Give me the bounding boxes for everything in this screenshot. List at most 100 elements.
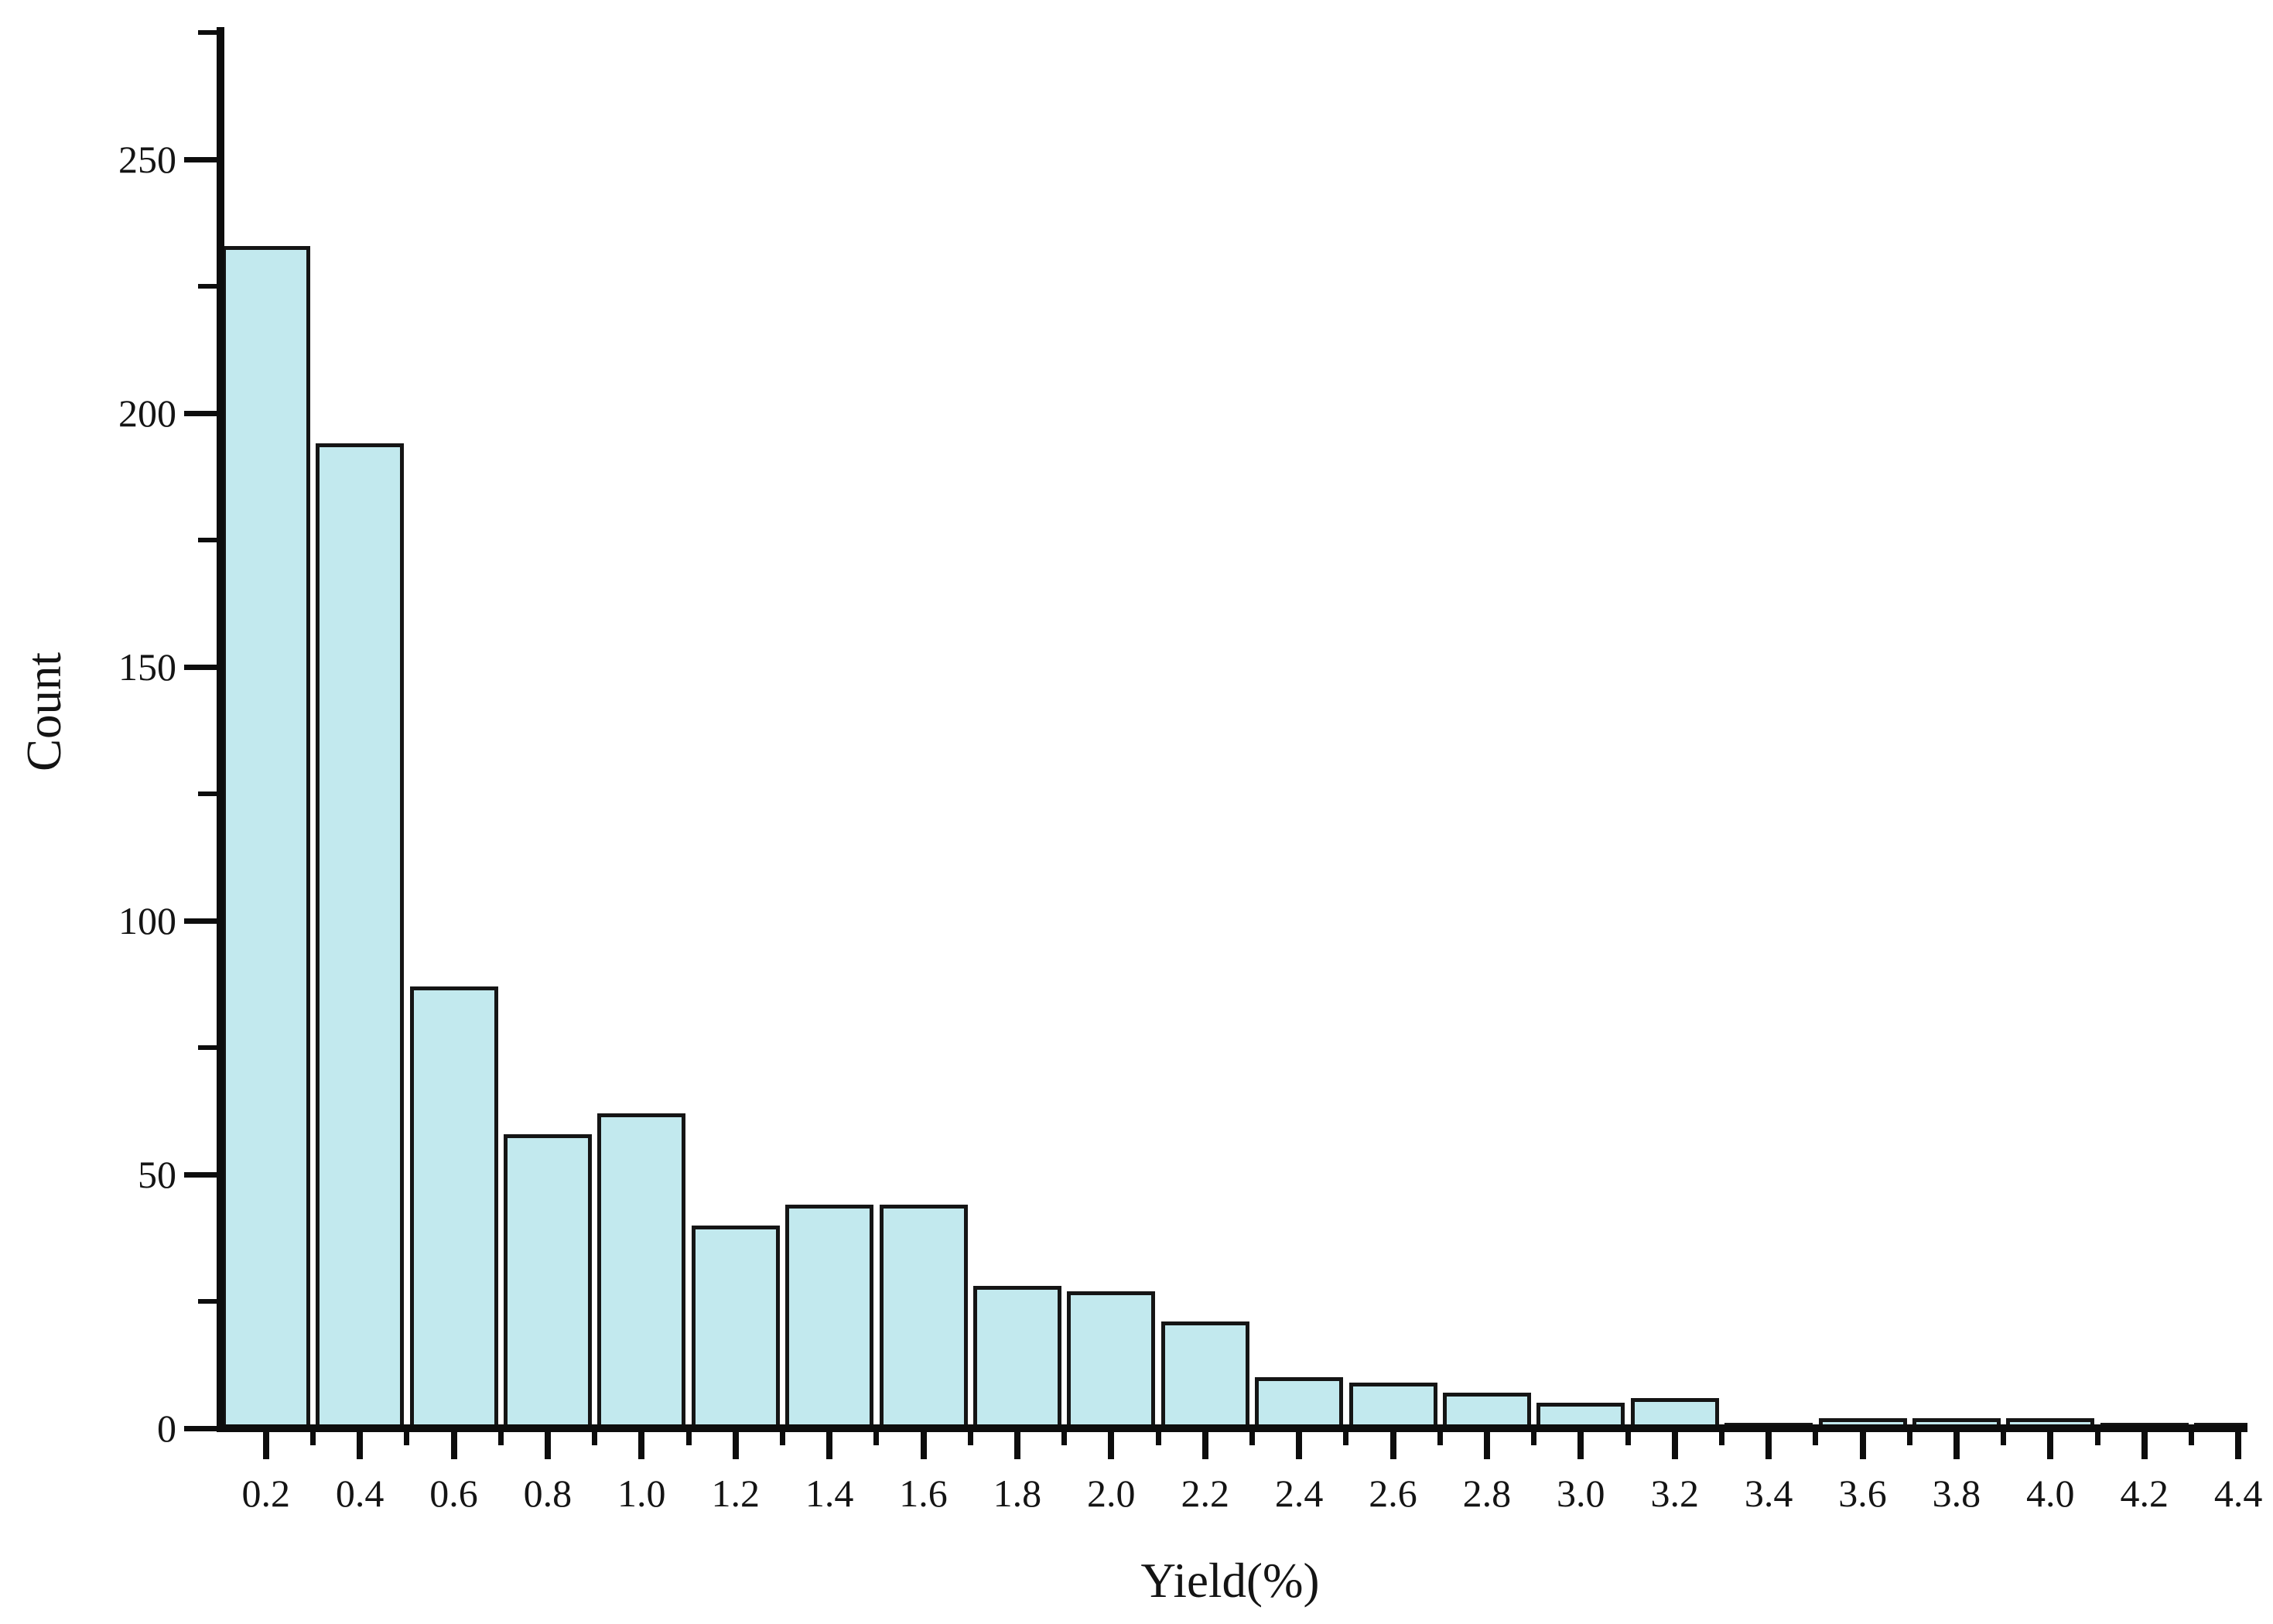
x-minor-tick bbox=[1343, 1428, 1349, 1445]
y-major-tick bbox=[184, 410, 217, 416]
y-tick-label: 250 bbox=[118, 138, 176, 181]
x-minor-tick bbox=[1813, 1428, 1819, 1445]
x-major-tick bbox=[2235, 1428, 2242, 1459]
x-major-tick bbox=[2047, 1428, 2054, 1459]
x-major-tick bbox=[1953, 1428, 1960, 1459]
y-minor-tick bbox=[198, 30, 217, 35]
y-tick-label: 50 bbox=[138, 1153, 176, 1196]
x-minor-tick bbox=[592, 1428, 598, 1445]
y-major-tick bbox=[184, 664, 217, 670]
x-tick-label: 1.4 bbox=[805, 1472, 854, 1515]
x-tick-label: 0.6 bbox=[429, 1472, 478, 1515]
x-minor-tick bbox=[2001, 1428, 2007, 1445]
histogram-bar bbox=[316, 443, 405, 1428]
histogram-bar bbox=[1255, 1377, 1344, 1428]
x-tick-label: 4.2 bbox=[2120, 1472, 2169, 1515]
x-minor-tick bbox=[1249, 1428, 1255, 1445]
histogram-bar bbox=[1067, 1291, 1156, 1428]
x-tick-label: 2.6 bbox=[1369, 1472, 1417, 1515]
x-minor-tick bbox=[1718, 1428, 1724, 1445]
x-minor-tick bbox=[1061, 1428, 1068, 1445]
x-axis-line bbox=[217, 1424, 2247, 1432]
x-major-tick bbox=[1108, 1428, 1115, 1459]
x-minor-tick bbox=[1531, 1428, 1537, 1445]
histogram-bar bbox=[1442, 1393, 1531, 1428]
x-minor-tick bbox=[2188, 1428, 2194, 1445]
x-major-tick bbox=[920, 1428, 927, 1459]
histogram-bar bbox=[1160, 1321, 1249, 1428]
x-tick-label: 0.4 bbox=[335, 1472, 385, 1515]
histogram-bar bbox=[785, 1205, 874, 1428]
x-tick-label: 0.8 bbox=[523, 1472, 573, 1515]
x-major-tick bbox=[1765, 1428, 1772, 1459]
x-tick-label: 2.4 bbox=[1274, 1472, 1324, 1515]
histogram-bar bbox=[879, 1205, 968, 1428]
x-minor-tick bbox=[309, 1428, 316, 1445]
x-major-tick bbox=[2141, 1428, 2148, 1459]
x-major-tick bbox=[1483, 1428, 1490, 1459]
histogram-bar bbox=[1348, 1382, 1437, 1428]
x-major-tick bbox=[638, 1428, 645, 1459]
y-major-tick bbox=[184, 1425, 217, 1431]
y-tick-label: 100 bbox=[118, 899, 176, 942]
x-major-tick bbox=[1577, 1428, 1584, 1459]
x-minor-tick bbox=[873, 1428, 880, 1445]
histogram-bar bbox=[221, 245, 310, 1428]
y-minor-tick bbox=[198, 1045, 217, 1050]
x-major-tick bbox=[262, 1428, 269, 1459]
y-tick-label: 200 bbox=[118, 391, 176, 435]
x-tick-label: 2.8 bbox=[1462, 1472, 1512, 1515]
x-minor-tick bbox=[1437, 1428, 1443, 1445]
x-major-tick bbox=[1671, 1428, 1678, 1459]
x-major-tick bbox=[1296, 1428, 1303, 1459]
y-axis-title: Count bbox=[17, 651, 71, 772]
y-minor-tick bbox=[198, 1299, 217, 1304]
histogram-bar bbox=[503, 1133, 592, 1428]
y-minor-tick bbox=[198, 284, 217, 289]
histogram-bar bbox=[972, 1286, 1061, 1428]
x-minor-tick bbox=[967, 1428, 973, 1445]
y-major-tick bbox=[184, 1171, 217, 1178]
y-axis-line bbox=[217, 27, 224, 1432]
x-tick-label: 4.4 bbox=[2213, 1472, 2263, 1515]
y-major-tick bbox=[184, 156, 217, 162]
x-major-tick bbox=[450, 1428, 457, 1459]
x-tick-label: 3.2 bbox=[1650, 1472, 1699, 1515]
histogram-bar bbox=[409, 986, 498, 1428]
x-major-tick bbox=[826, 1428, 833, 1459]
x-tick-label: 4.0 bbox=[2026, 1472, 2075, 1515]
x-minor-tick bbox=[497, 1428, 504, 1445]
y-major-tick bbox=[184, 918, 217, 924]
x-minor-tick bbox=[1906, 1428, 1912, 1445]
y-minor-tick bbox=[198, 538, 217, 542]
histogram-bar bbox=[597, 1113, 686, 1428]
x-tick-label: 3.6 bbox=[1838, 1472, 1887, 1515]
x-major-tick bbox=[1201, 1428, 1208, 1459]
x-tick-label: 2.0 bbox=[1087, 1472, 1136, 1515]
y-tick-label: 0 bbox=[157, 1407, 176, 1450]
x-minor-tick bbox=[685, 1428, 692, 1445]
x-tick-label: 3.8 bbox=[1932, 1472, 1981, 1515]
x-tick-label: 1.8 bbox=[993, 1472, 1042, 1515]
x-minor-tick bbox=[1625, 1428, 1631, 1445]
x-minor-tick bbox=[779, 1428, 785, 1445]
x-major-tick bbox=[1013, 1428, 1020, 1459]
y-tick-label: 150 bbox=[118, 645, 176, 689]
x-minor-tick bbox=[1155, 1428, 1161, 1445]
x-major-tick bbox=[1859, 1428, 1866, 1459]
x-tick-label: 3.4 bbox=[1744, 1472, 1793, 1515]
x-tick-label: 1.0 bbox=[617, 1472, 666, 1515]
x-tick-label: 1.6 bbox=[899, 1472, 948, 1515]
x-tick-label: 3.0 bbox=[1557, 1472, 1605, 1515]
x-major-tick bbox=[357, 1428, 364, 1459]
x-tick-label: 1.2 bbox=[711, 1472, 760, 1515]
y-minor-tick bbox=[198, 791, 217, 796]
x-major-tick bbox=[544, 1428, 551, 1459]
x-minor-tick bbox=[2094, 1428, 2100, 1445]
x-tick-label: 0.2 bbox=[241, 1472, 290, 1515]
x-axis-title: Yield(%) bbox=[1140, 1554, 1320, 1608]
x-major-tick bbox=[1389, 1428, 1396, 1459]
x-tick-label: 2.2 bbox=[1181, 1472, 1229, 1515]
